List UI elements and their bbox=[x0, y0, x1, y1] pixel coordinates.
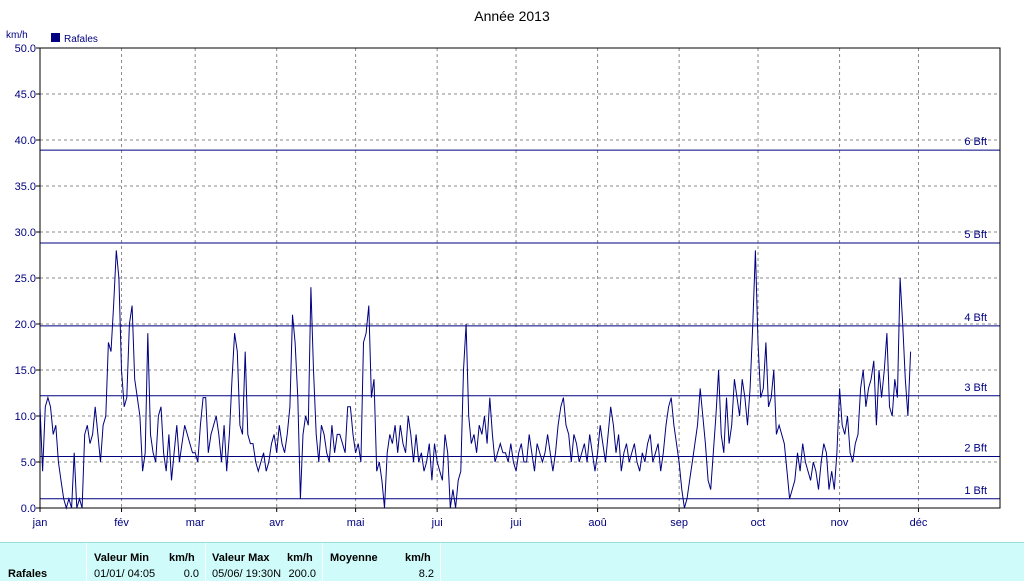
x-tick-label: mai bbox=[347, 517, 365, 529]
beaufort-label: 6 Bft bbox=[964, 136, 987, 148]
y-tick-label: 30.0 bbox=[15, 227, 36, 239]
x-tick-label: jan bbox=[32, 517, 48, 529]
y-axis-label: km/h bbox=[6, 30, 28, 41]
avg-unit: km/h bbox=[405, 552, 431, 564]
legend-label: Rafales bbox=[64, 34, 98, 45]
y-tick-label: 10.0 bbox=[15, 411, 36, 423]
x-tick-label: fév bbox=[114, 517, 129, 529]
min-date: 01/01/ 04:05 bbox=[94, 568, 156, 580]
y-axis-ticks: 0.0 5.0 10.0 15.0 20.0 25.0 30.0 35.0 40.0 45.0 50… bbox=[15, 43, 40, 515]
x-tick-label: déc bbox=[910, 517, 928, 529]
beaufort-label: 4 Bft bbox=[964, 312, 987, 324]
x-tick-label: aoû bbox=[588, 517, 606, 529]
beaufort-label: 2 Bft bbox=[964, 442, 987, 454]
y-tick-label: 0.0 bbox=[21, 503, 36, 515]
x-tick-label: sep bbox=[670, 517, 688, 529]
max-value: 200.0 bbox=[288, 568, 316, 580]
min-unit: km/h bbox=[169, 552, 195, 564]
y-tick-label: 40.0 bbox=[15, 135, 36, 147]
y-tick-label: 5.0 bbox=[21, 457, 36, 469]
x-tick-label: jui bbox=[431, 517, 443, 529]
gust-chart: 1 Bft 2 Bft 3 Bft 4 Bft 5 Bft 6 Bft 0.0 5.0 10.… bbox=[6, 8, 1001, 529]
beaufort-label: 3 Bft bbox=[964, 382, 987, 394]
avg-header: Moyenne bbox=[330, 552, 378, 564]
beaufort-lines: 1 Bft 2 Bft 3 Bft 4 Bft 5 Bft 6 Bft bbox=[40, 136, 1000, 500]
x-tick-label: oct bbox=[751, 517, 766, 529]
y-tick-label: 45.0 bbox=[15, 89, 36, 101]
stats-panel: Rafales Valeur Min km/h 01/01/ 04:05 0.0… bbox=[0, 542, 1024, 581]
y-tick-label: 35.0 bbox=[15, 181, 36, 193]
min-value: 0.0 bbox=[183, 568, 199, 580]
legend-swatch bbox=[51, 33, 60, 42]
y-tick-label: 15.0 bbox=[15, 365, 36, 377]
stats-row-label: Rafales bbox=[8, 568, 48, 580]
beaufort-label: 5 Bft bbox=[964, 229, 987, 241]
y-tick-label: 25.0 bbox=[15, 273, 36, 285]
max-header: Valeur Max bbox=[212, 552, 270, 564]
beaufort-label: 1 Bft bbox=[964, 485, 987, 497]
x-tick-label: avr bbox=[269, 517, 285, 529]
x-tick-label: jui bbox=[510, 517, 522, 529]
grid-lines bbox=[40, 48, 1000, 508]
min-header: Valeur Min bbox=[94, 552, 150, 564]
max-unit: km/h bbox=[287, 552, 313, 564]
stats-avg-cell: Moyenne km/h 8.2 bbox=[323, 543, 440, 581]
max-date: 05/06/ 19:30N bbox=[212, 568, 282, 580]
stats-min-cell: Valeur Min km/h 01/01/ 04:05 0.0 bbox=[87, 543, 205, 581]
y-tick-label: 20.0 bbox=[15, 319, 36, 331]
x-tick-label: mar bbox=[186, 517, 205, 529]
avg-value: 8.2 bbox=[418, 568, 434, 580]
chart-title: Année 2013 bbox=[474, 8, 550, 24]
gust-series-line bbox=[39, 250, 912, 510]
stats-max-cell: Valeur Max km/h 05/06/ 19:30N 200.0 bbox=[206, 543, 322, 581]
y-tick-label: 50.0 bbox=[15, 43, 36, 55]
x-axis-ticks: jan fév mar avr mai jui jui aoû sep oct nov déc bbox=[32, 508, 928, 529]
x-tick-label: nov bbox=[831, 517, 849, 529]
